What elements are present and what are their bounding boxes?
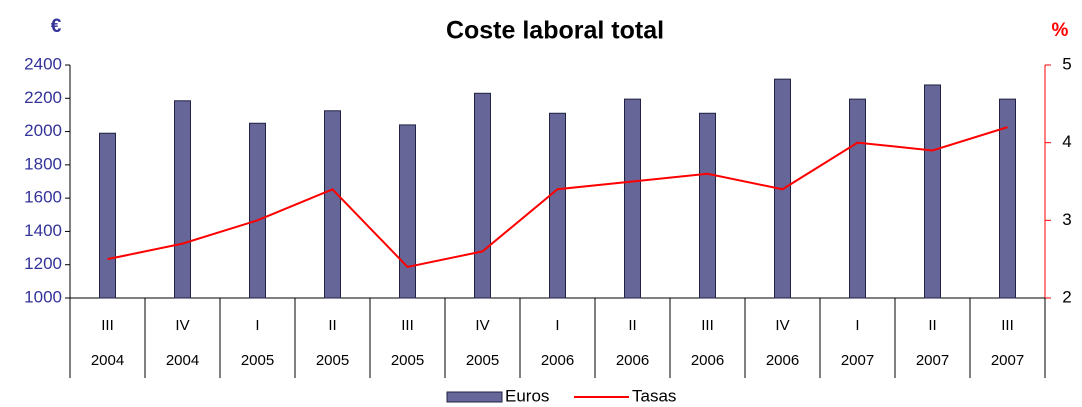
- y2-tick-label: 2: [1062, 287, 1071, 306]
- legend-label: Tasas: [632, 386, 676, 405]
- bar: [999, 98, 1016, 299]
- bar: [924, 84, 941, 299]
- bar: [849, 98, 866, 299]
- line: [107, 126, 1008, 269]
- x-year-label: 2005: [466, 352, 499, 369]
- y-tick-label: 1400: [24, 221, 62, 240]
- x-tick-label: II: [928, 317, 936, 334]
- x-tick-label: I: [555, 317, 559, 334]
- x-year-label: 2005: [391, 352, 424, 369]
- x-tick-label: IV: [175, 317, 189, 334]
- y-tick-label: 1200: [24, 254, 62, 273]
- x-tick-label: III: [1001, 317, 1014, 334]
- y-tick-label: 2400: [24, 54, 62, 73]
- legend-swatch: [446, 391, 503, 403]
- bar: [249, 122, 266, 299]
- x-tick-label: I: [255, 317, 259, 334]
- x-year-label: 2007: [991, 352, 1024, 369]
- x-year-label: 2004: [91, 352, 124, 369]
- x-year-label: 2006: [691, 352, 724, 369]
- bar: [399, 124, 416, 299]
- y2-tick-label: 4: [1062, 132, 1071, 151]
- y-tick-label: 1000: [24, 287, 62, 306]
- y-unit: €: [51, 16, 62, 37]
- bar: [699, 112, 716, 299]
- x-tick-label: I: [855, 317, 859, 334]
- x-year-label: 2006: [616, 352, 649, 369]
- x-year-label: 2005: [241, 352, 274, 369]
- x-year-label: 2006: [541, 352, 574, 369]
- y2-unit: %: [1052, 20, 1069, 41]
- y-tick-label: 2000: [24, 121, 62, 140]
- bar: [624, 98, 641, 299]
- x-tick-label: IV: [775, 317, 789, 334]
- bar: [474, 92, 491, 299]
- x-tick-label: II: [328, 317, 336, 334]
- x-tick-label: II: [628, 317, 636, 334]
- legend-label: Euros: [505, 386, 549, 405]
- x-year-label: 2007: [916, 352, 949, 369]
- bar: [549, 112, 566, 299]
- y-tick-label: 1800: [24, 154, 62, 173]
- x-year-label: 2006: [766, 352, 799, 369]
- x-year-label: 2005: [316, 352, 349, 369]
- bar: [324, 110, 341, 299]
- x-tick-label: III: [101, 317, 114, 334]
- x-tick-label: IV: [475, 317, 489, 334]
- chart-title: Coste laboral total: [446, 17, 664, 45]
- bar: [174, 100, 191, 299]
- x-tick-label: III: [401, 317, 414, 334]
- bar: [99, 132, 116, 299]
- y2-tick-label: 5: [1062, 54, 1071, 73]
- y-tick-label: 2200: [24, 88, 62, 107]
- x-tick-label: III: [701, 317, 714, 334]
- x-year-label: 2007: [841, 352, 874, 369]
- x-year-label: 2004: [166, 352, 199, 369]
- y-tick-label: 1600: [24, 188, 62, 207]
- y2-tick-label: 3: [1062, 210, 1071, 229]
